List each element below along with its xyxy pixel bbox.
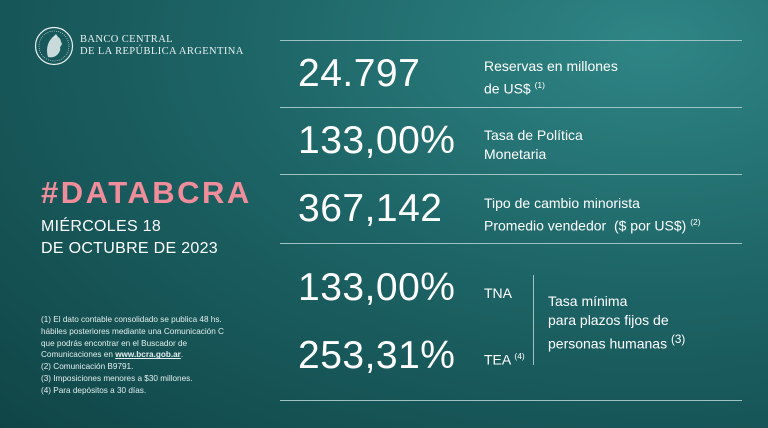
footnote-1-prefix: Comunicaciones en — [41, 350, 116, 360]
tasa-politica-label: Tasa de Política Monetaria — [484, 126, 583, 164]
tea-label: TEA (4) — [484, 351, 525, 368]
hashtag-title: #DATABCRA — [41, 175, 252, 210]
logo-line-1: BANCO CENTRAL — [80, 34, 173, 45]
tna-label: TNA — [484, 285, 512, 301]
reservas-label: Reservas en millones de US$ (1) — [484, 57, 618, 99]
footnote-1-suffix: . — [180, 350, 184, 360]
tasa-minima-line-2: para plazos fijos de — [548, 312, 669, 328]
reservas-label-line-2: de US$ (1) — [484, 80, 545, 97]
tna-value: 133,00% — [298, 266, 456, 309]
tipo-cambio-note: (2) — [690, 217, 701, 227]
bcra-website-link[interactable]: www.bcra.gob.ar — [115, 350, 181, 360]
footnote-3: (3) Imposiciones menores a $30 millones. — [41, 373, 193, 383]
reservas-value: 24.797 — [298, 52, 421, 95]
divider — [280, 400, 742, 401]
footnote-2: (2) Comunicación B9791. — [41, 362, 134, 372]
tipo-cambio-label: Tipo de cambio minorista Promedio vended… — [484, 194, 701, 236]
bcra-logo: BANCO CENTRAL DE LA REPÚBLICA ARGENTINA — [34, 26, 244, 66]
divider — [280, 40, 742, 41]
footnote-1-line-2: hábiles posteriores mediante una Comunic… — [41, 326, 224, 336]
footnotes: (1) El dato contable consolidado se publ… — [41, 314, 261, 397]
tasa-politica-value: 133,00% — [298, 119, 456, 162]
date: MIÉRCOLES 18 DE OCTUBRE DE 2023 — [41, 216, 261, 260]
tasa-minima-line-3: personas humanas (3) — [548, 333, 686, 352]
tipo-cambio-value: 367,142 — [298, 187, 443, 230]
tasa-minima-line-1: Tasa mínima — [548, 293, 628, 309]
logo-line-2: DE LA REPÚBLICA ARGENTINA — [80, 46, 244, 57]
tea-note: (4) — [514, 351, 525, 361]
reservas-label-line-1: Reservas en millones — [484, 58, 618, 74]
footnote-1-line-3: que podrás encontrar en el Buscador de — [41, 338, 188, 348]
tipo-cambio-label-line-1: Tipo de cambio minorista — [484, 195, 640, 211]
tea-value: 253,31% — [298, 334, 456, 377]
vertical-divider — [533, 275, 534, 365]
bcra-seal-icon — [34, 26, 74, 66]
reservas-note: (1) — [534, 80, 545, 90]
tasa-minima-label: Tasa mínima para plazos fijos de persona… — [548, 292, 685, 354]
footnote-4: (4) Para depósitos a 30 días. — [41, 385, 147, 395]
date-line-1: MIÉRCOLES 18 — [41, 218, 162, 235]
footnote-1-line-1: (1) El dato contable consolidado se publ… — [41, 315, 222, 324]
divider — [280, 107, 742, 108]
brand-block: #DATABCRA MIÉRCOLES 18 DE OCTUBRE DE 202… — [41, 176, 261, 260]
tasa-politica-label-line-2: Monetaria — [484, 146, 547, 162]
tasa-minima-note: (3) — [670, 333, 686, 346]
footnote-1-line-4: Comunicaciones en www.bcra.gob.ar. — [41, 349, 261, 361]
divider — [280, 174, 742, 175]
tipo-cambio-label-line-2: Promedio vendedor ($ por US$) (2) — [484, 217, 701, 234]
tasa-politica-label-line-1: Tasa de Política — [484, 127, 583, 143]
date-line-2: DE OCTUBRE DE 2023 — [41, 240, 219, 257]
divider — [280, 243, 742, 244]
